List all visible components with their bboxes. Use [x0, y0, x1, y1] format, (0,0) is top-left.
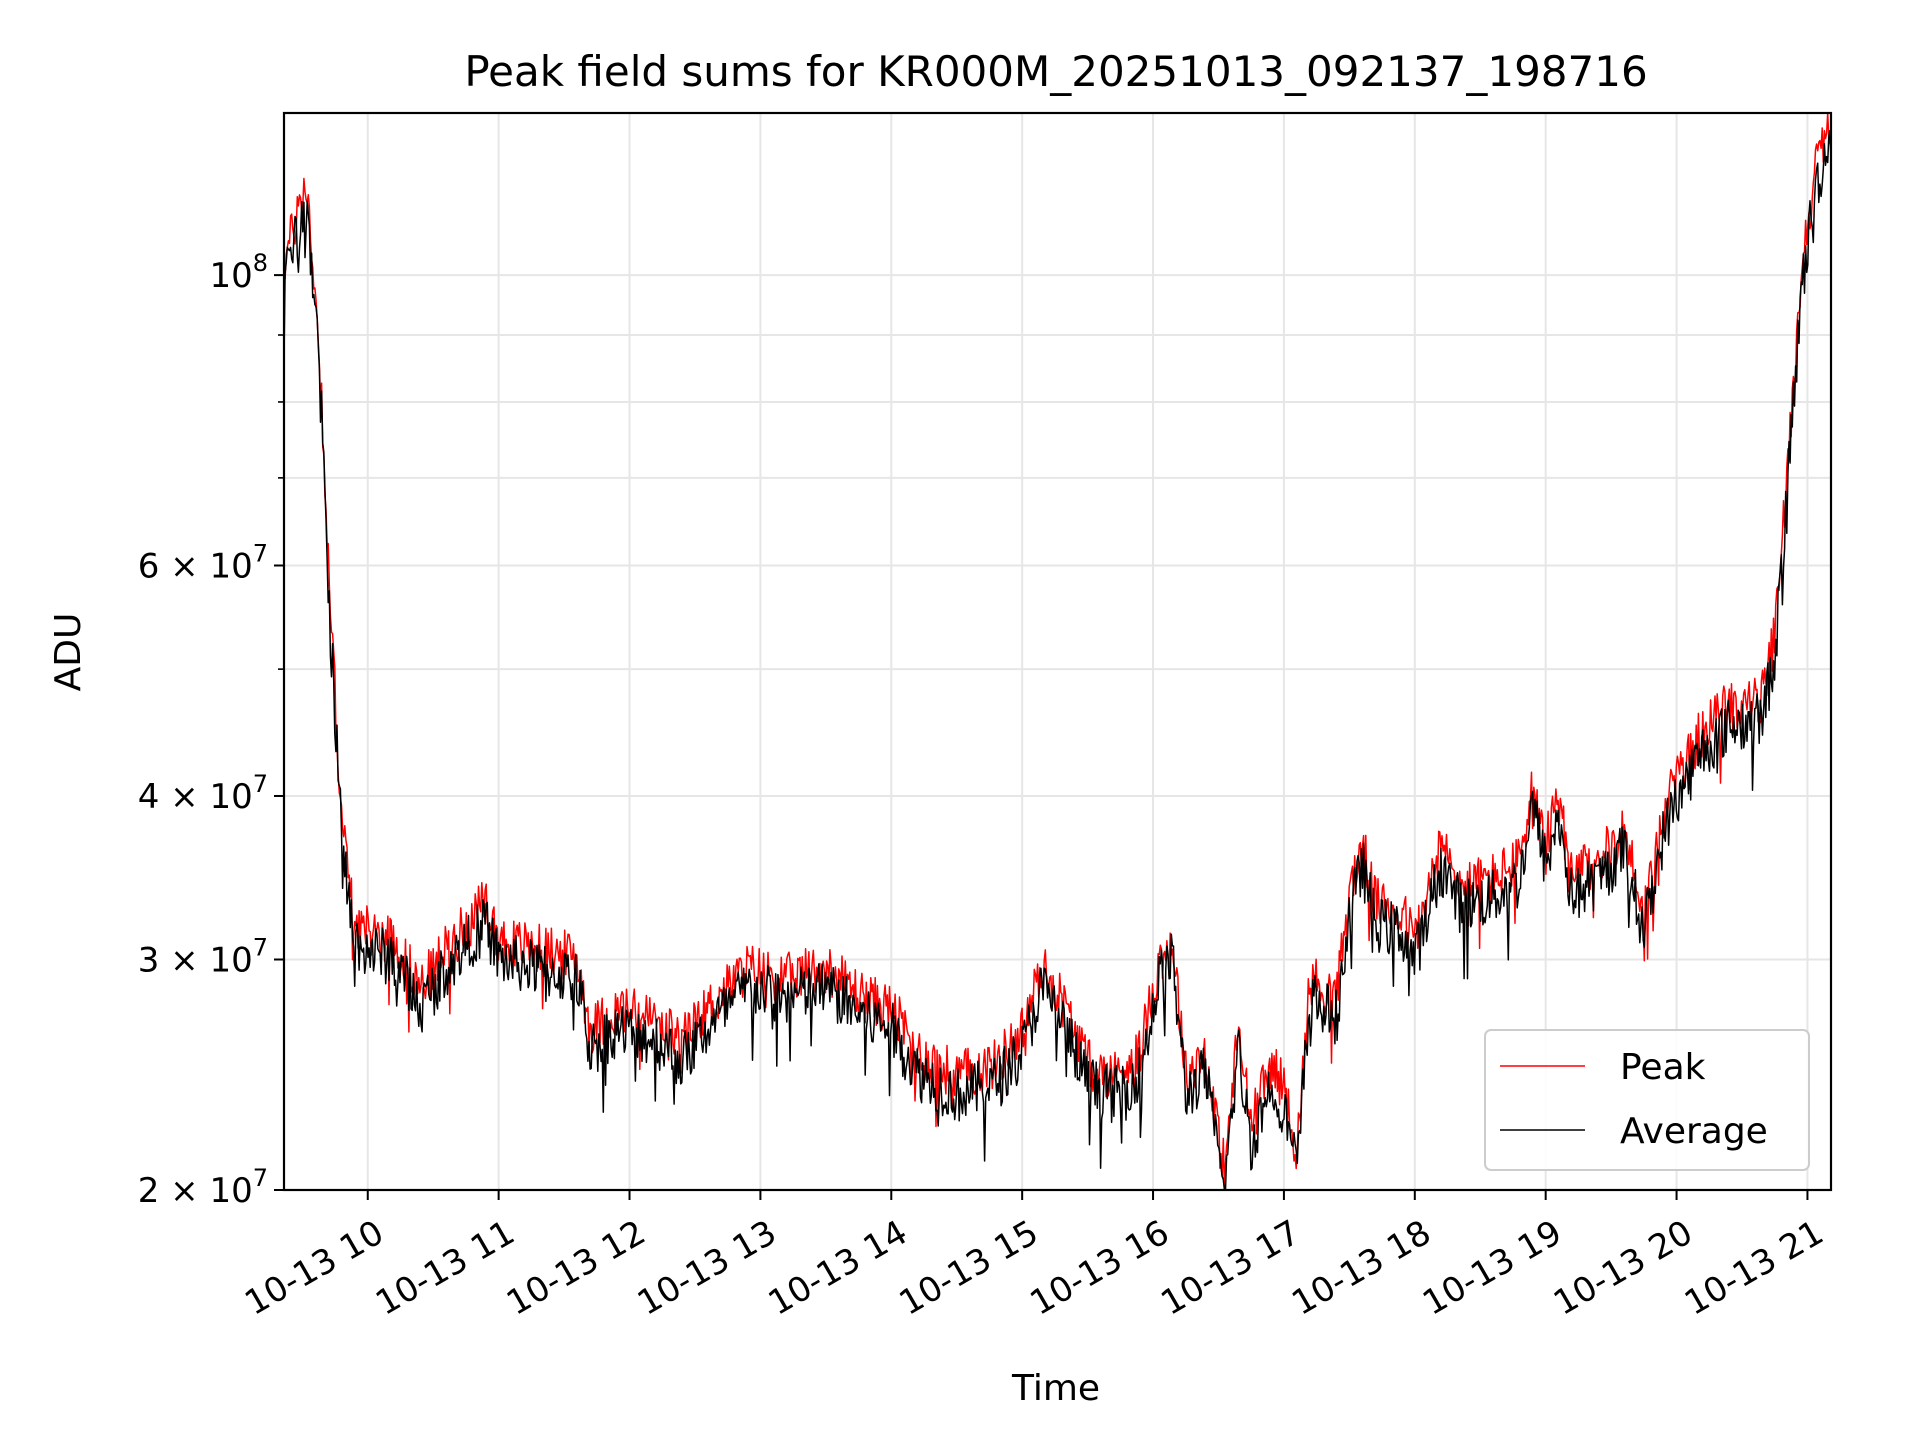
y-tick-label: 4 × 107	[138, 770, 268, 817]
legend: Peak Average	[1484, 1029, 1810, 1171]
y-tick-label-exponent: 7	[253, 934, 268, 962]
y-tick-label: 108	[209, 249, 268, 296]
legend-box	[1484, 1029, 1810, 1171]
y-tick-label: 3 × 107	[138, 934, 268, 981]
y-axis-label: ADU	[48, 613, 89, 692]
grid	[284, 113, 1831, 1191]
y-tick-label: 2 × 107	[138, 1164, 268, 1211]
y-tick-label-base: 2 × 10	[138, 1171, 253, 1211]
legend-label-average: Average	[1620, 1111, 1768, 1152]
y-tick-label-base: 3 × 10	[138, 941, 253, 981]
y-tick-label: 6 × 107	[138, 539, 268, 586]
chart-title: Peak field sums for KR000M_20251013_0921…	[464, 47, 1647, 96]
x-axis-label: Time	[1011, 1368, 1100, 1409]
legend-label-peak: Peak	[1620, 1047, 1706, 1088]
series-line-average	[283, 129, 1832, 1191]
y-tick-label-exponent: 7	[253, 539, 268, 567]
y-tick-label-base: 4 × 10	[138, 777, 253, 817]
series-line-peak	[283, 112, 1832, 1191]
y-tick-label-exponent: 7	[253, 1164, 268, 1192]
series-group	[283, 112, 1832, 1191]
y-tick-label-base: 6 × 10	[138, 546, 253, 586]
y-tick-label-exponent: 7	[253, 770, 268, 798]
y-tick-label-base: 10	[209, 256, 252, 296]
plot-frame	[282, 111, 1833, 1192]
y-tick-label-exponent: 8	[253, 249, 268, 277]
